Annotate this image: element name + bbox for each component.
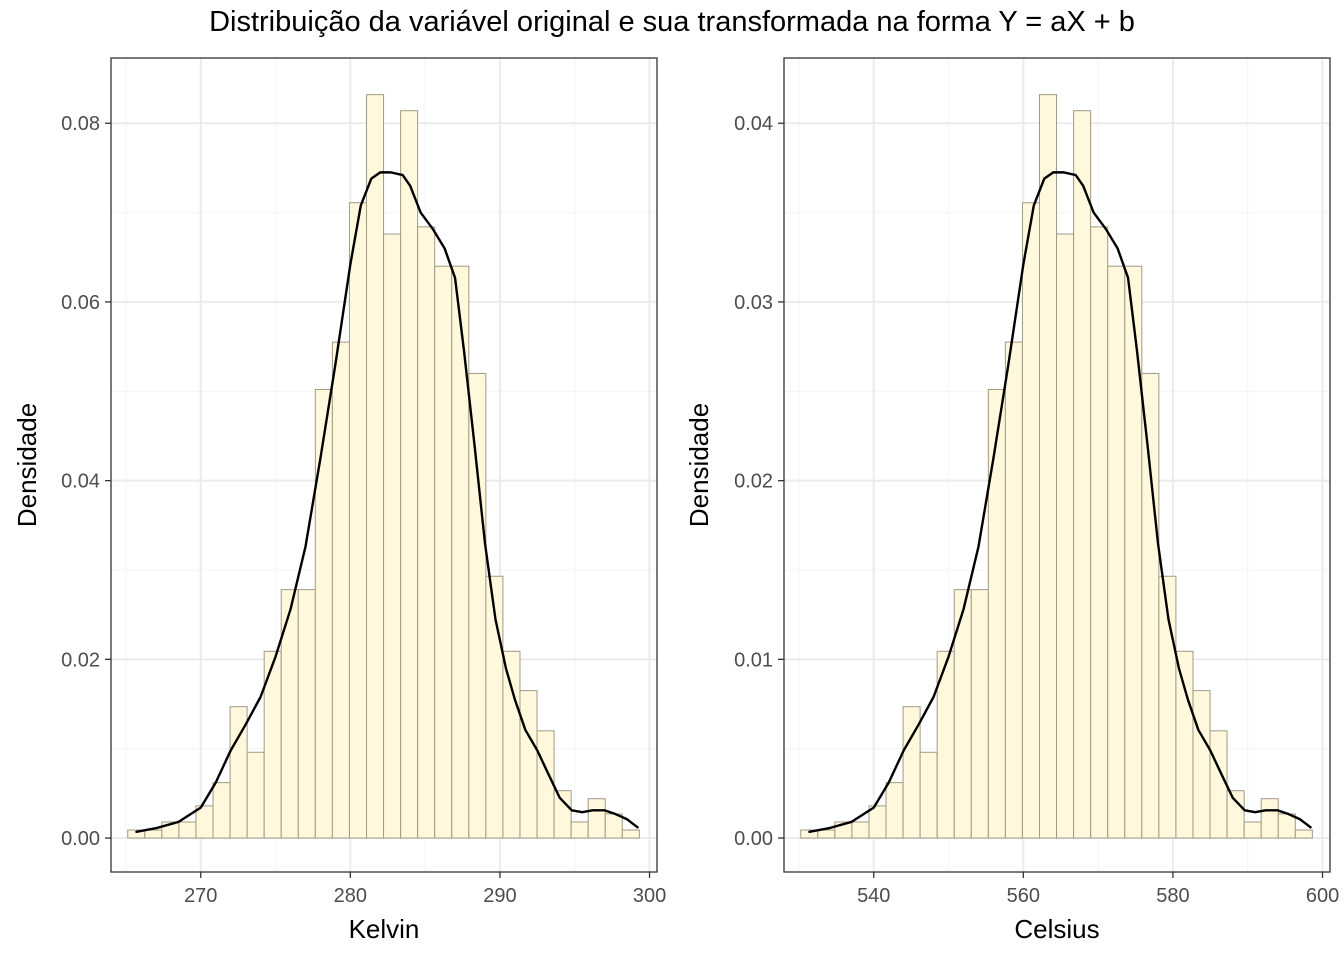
histogram-bar <box>331 341 350 839</box>
y-tick-label: 0.01 <box>734 649 773 671</box>
histogram-bar <box>383 233 402 839</box>
histogram-bar <box>144 829 163 839</box>
histogram-bar <box>246 751 265 839</box>
histogram-bar <box>1243 821 1262 839</box>
x-tick-label: 270 <box>184 885 217 907</box>
histogram-bar <box>1124 265 1143 839</box>
histogram-bar <box>1277 813 1296 839</box>
histogram-bar <box>365 94 385 839</box>
y-axis-title: Densidade <box>12 403 42 527</box>
x-tick-label: 580 <box>1156 885 1189 907</box>
histogram-bar <box>212 782 231 839</box>
panel-border <box>110 57 658 873</box>
x-tick-label: 300 <box>633 885 666 907</box>
histogram-bar <box>502 650 521 839</box>
histogram-bar <box>1209 730 1228 839</box>
histogram-bar <box>868 805 887 839</box>
y-tick-label: 0.04 <box>61 471 100 493</box>
density-curve <box>135 171 639 833</box>
x-tick-label: 280 <box>334 885 367 907</box>
histogram-bar <box>570 821 589 839</box>
histogram-bar <box>604 813 623 839</box>
histogram-bar <box>1226 790 1245 839</box>
histogram-bar <box>1073 110 1092 839</box>
y-tick-label: 0.06 <box>61 292 100 314</box>
histogram-bar <box>1192 690 1211 839</box>
y-tick-label: 0.04 <box>734 113 773 135</box>
histogram-bar <box>1021 202 1040 839</box>
histogram-bar <box>1038 94 1058 839</box>
histogram-bar <box>451 265 470 839</box>
histogram-bar <box>553 790 572 839</box>
x-tick-label: 560 <box>1007 885 1040 907</box>
kelvin-histogram-panel: 270 280 290 300 0.00 0.02 0.04 0.06 0.08 Kelvin De… <box>12 57 666 944</box>
histogram-bar <box>536 730 555 839</box>
y-tick-label: 0.02 <box>734 471 773 493</box>
y-tick-label: 0.08 <box>61 113 100 135</box>
histogram-bar <box>1294 829 1313 839</box>
y-tick-label: 0.03 <box>734 292 773 314</box>
y-axis-title: Densidade <box>684 403 714 527</box>
histogram-bar <box>1260 798 1279 839</box>
histogram-bar <box>314 388 333 839</box>
figure-title: Distribuição da variável original e sua … <box>209 6 1135 38</box>
x-tick-label: 540 <box>857 885 890 907</box>
y-tick-label: 0.00 <box>734 828 773 850</box>
histogram-bar <box>587 798 606 839</box>
x-axis-title: Kelvin <box>349 914 420 944</box>
histogram-bar <box>1004 341 1023 839</box>
x-tick-label: 600 <box>1306 885 1339 907</box>
histogram-bar <box>1175 650 1194 839</box>
histogram-bar <box>817 829 836 839</box>
x-axis-title: Celsius <box>1014 914 1099 944</box>
histogram-bar <box>417 226 436 839</box>
panel-border <box>783 57 1331 873</box>
histogram-bar <box>195 805 214 839</box>
histogram-bar <box>851 821 870 839</box>
histogram-bar <box>885 782 904 839</box>
histogram-bar <box>1107 265 1126 839</box>
histogram-bar <box>1090 226 1109 839</box>
histogram-bar <box>297 589 316 839</box>
celsius-histogram-panel: 540 560 580 600 0.00 0.01 0.02 0.03 0.04 Celsius D… <box>684 57 1339 944</box>
histogram-bar <box>400 110 419 839</box>
histogram-bar <box>178 821 197 839</box>
y-tick-label: 0.02 <box>61 649 100 671</box>
histogram-bar <box>468 372 487 839</box>
histogram-bar <box>919 751 938 839</box>
y-tick-label: 0.00 <box>61 828 100 850</box>
histogram-bar <box>519 690 538 839</box>
histogram-bar <box>987 388 1006 839</box>
histogram-bar <box>621 829 640 839</box>
histogram-bar <box>434 265 453 839</box>
density-curve <box>808 171 1312 833</box>
histogram-bar <box>348 202 367 839</box>
histogram-bar <box>1141 372 1160 839</box>
x-tick-label: 290 <box>483 885 516 907</box>
histogram-bar <box>970 589 989 839</box>
histogram-bar <box>1056 233 1075 839</box>
